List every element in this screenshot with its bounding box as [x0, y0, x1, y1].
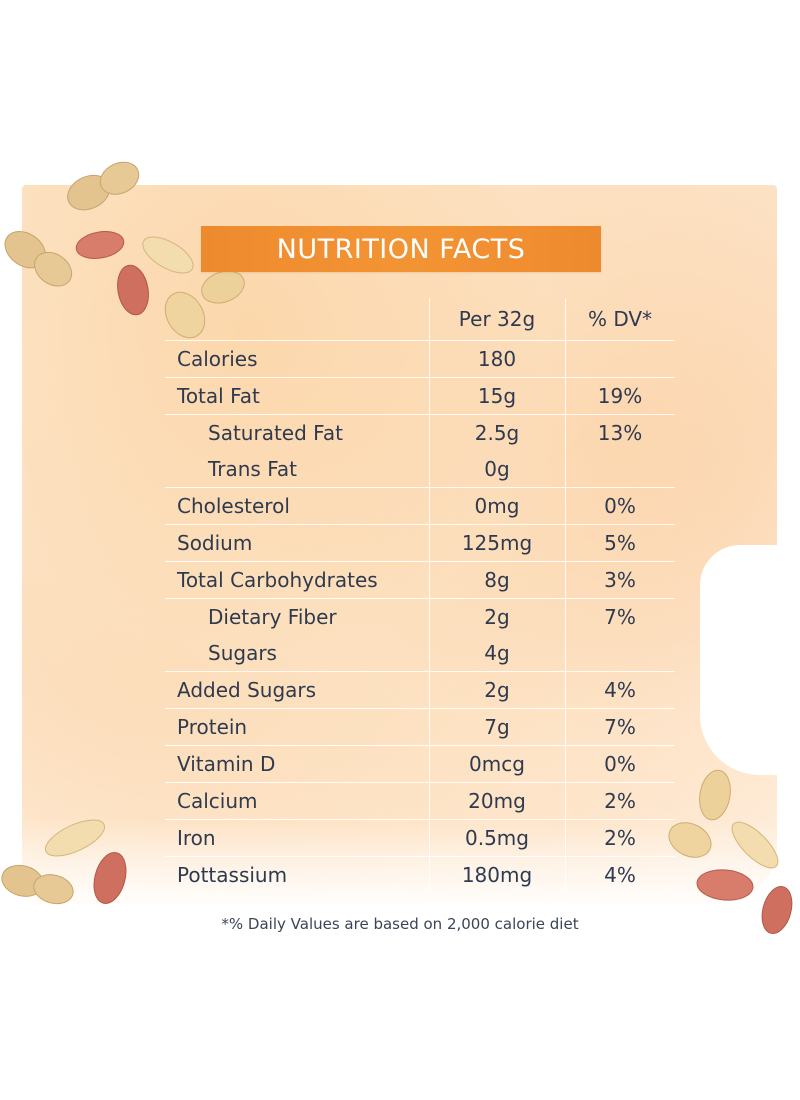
- nutrient-label: Cholesterol: [177, 494, 290, 518]
- nutrient-amount: 8g: [484, 568, 510, 592]
- nutrient-amount: 20mg: [468, 789, 526, 813]
- nutrient-amount: 2g: [484, 605, 510, 629]
- table-row: Total Fat 15g 19%: [165, 378, 675, 415]
- nutrient-label: Dietary Fiber: [208, 605, 337, 629]
- footnote: *% Daily Values are based on 2,000 calor…: [221, 915, 579, 933]
- nutrient-label: Calcium: [177, 789, 258, 813]
- table-row: Trans Fat 0g: [165, 451, 675, 488]
- nutrient-amount: 4g: [484, 641, 510, 665]
- nutrient-amount: 180: [477, 347, 517, 371]
- table-row: Sugars 4g: [165, 635, 675, 672]
- nutrient-label: Vitamin D: [177, 752, 276, 776]
- nutrient-label: Protein: [177, 715, 248, 739]
- nutrient-amount: 0mcg: [469, 752, 525, 776]
- nutrient-dv: 4%: [604, 678, 636, 702]
- panel-edge: [700, 545, 790, 775]
- nutrient-dv: 3%: [604, 568, 636, 592]
- nutrient-dv: 7%: [604, 605, 636, 629]
- nutrient-amount: 0.5mg: [465, 826, 529, 850]
- nutrient-label: Iron: [177, 826, 216, 850]
- nutrient-amount: 0g: [484, 457, 510, 481]
- table-row: Vitamin D 0mcg 0%: [165, 746, 675, 783]
- nutrient-label: Pottassium: [177, 863, 288, 887]
- nutrient-amount: 15g: [477, 384, 517, 408]
- page-title: NUTRITION FACTS: [276, 233, 526, 265]
- nutrient-label: Sugars: [208, 641, 277, 665]
- table-row: Pottassium 180mg 4%: [165, 857, 675, 893]
- nutrient-dv: 7%: [604, 715, 636, 739]
- header-dv: % DV*: [587, 307, 653, 331]
- table-row: Added Sugars 2g 4%: [165, 672, 675, 709]
- nutrient-amount: 7g: [484, 715, 510, 739]
- peanut-group-bottom-right-icon: [668, 769, 793, 934]
- nutrient-dv: 2%: [604, 826, 636, 850]
- nutrient-dv: 13%: [597, 421, 643, 445]
- header-amount: Per 32g: [458, 307, 536, 331]
- nutrient-label: Added Sugars: [177, 678, 317, 702]
- table-row: Total Carbohydrates 8g 3%: [165, 562, 675, 599]
- table-header-row: Per 32g % DV*: [165, 298, 675, 341]
- nutrition-facts-banner: NUTRITION FACTS: [201, 226, 601, 272]
- nutrient-label: Total Carbohydrates: [177, 568, 378, 592]
- table-row: Sodium 125mg 5%: [165, 525, 675, 562]
- table-row: Iron 0.5mg 2%: [165, 820, 675, 857]
- table-row: Cholesterol 0mg 0%: [165, 488, 675, 525]
- nutrient-label: Saturated Fat: [208, 421, 343, 445]
- table-row: Protein 7g 7%: [165, 709, 675, 746]
- nutrient-amount: 2g: [484, 678, 510, 702]
- nutrient-label: Calories: [177, 347, 258, 371]
- nutrition-table: Per 32g % DV* Calories 180 Total Fat 15g…: [165, 298, 675, 893]
- nutrient-dv: 5%: [604, 531, 636, 555]
- table-row: Saturated Fat 2.5g 13%: [165, 415, 675, 451]
- panel-fade: [22, 820, 777, 930]
- nutrient-dv: 19%: [597, 384, 643, 408]
- nutrient-label: Total Fat: [177, 384, 260, 408]
- nutrient-dv: 2%: [604, 789, 636, 813]
- nutrient-dv: 0%: [604, 494, 636, 518]
- nutrient-amount: 180mg: [461, 863, 533, 887]
- watercolor-panel: [22, 185, 777, 905]
- nutrient-amount: 0mg: [474, 494, 520, 518]
- nutrient-dv: 0%: [604, 752, 636, 776]
- peanut-group-top-left-icon: [4, 161, 245, 339]
- table-row: Calories 180: [165, 341, 675, 378]
- peanut-group-bottom-left-icon: [1, 819, 127, 905]
- nutrient-label: Trans Fat: [208, 457, 297, 481]
- table-row: Calcium 20mg 2%: [165, 783, 675, 820]
- nutrient-dv: 4%: [604, 863, 636, 887]
- table-row: Dietary Fiber 2g 7%: [165, 599, 675, 635]
- nutrient-label: Sodium: [177, 531, 253, 555]
- nutrient-amount: 125mg: [461, 531, 533, 555]
- nutrient-amount: 2.5g: [474, 421, 520, 445]
